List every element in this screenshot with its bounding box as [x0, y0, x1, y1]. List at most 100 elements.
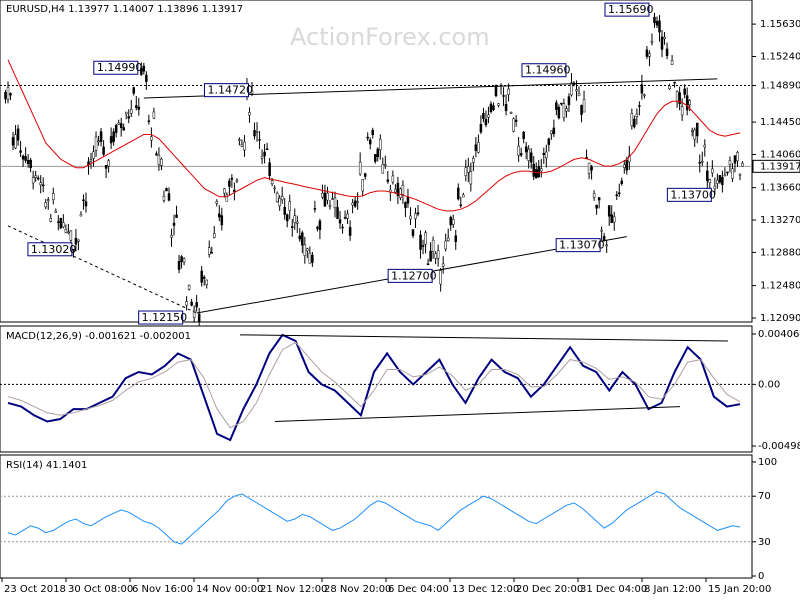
price-y-tick-label: 1.15240 — [760, 51, 800, 62]
candle-body — [124, 111, 128, 115]
price-y-tick-label: 1.14890 — [760, 81, 800, 92]
candle-body — [610, 214, 613, 224]
candle-body — [57, 221, 60, 223]
candle-body — [77, 239, 80, 242]
candle-body — [524, 146, 528, 153]
candle-body — [333, 197, 337, 209]
candle-body — [235, 179, 239, 182]
candle-body — [406, 196, 410, 204]
candle-body — [379, 138, 382, 151]
candle-body — [67, 231, 70, 234]
candle-body — [660, 36, 664, 50]
candle-body — [64, 229, 68, 233]
candle-body — [311, 254, 314, 263]
candle-body — [459, 204, 463, 207]
candle-body — [228, 180, 231, 187]
candle-body — [635, 113, 639, 117]
candle-body — [678, 92, 681, 105]
annotation-label: 1.13700 — [670, 188, 716, 201]
candle-body — [638, 105, 641, 107]
candle-body — [648, 53, 651, 57]
candle-body — [439, 270, 442, 285]
candle-body — [615, 194, 618, 197]
candle-body — [92, 151, 95, 159]
price-y-tick-label: 1.12090 — [760, 313, 800, 324]
candle-body — [351, 202, 354, 206]
candle-body — [172, 222, 176, 226]
candle-body — [112, 131, 115, 142]
annotation-box — [27, 242, 73, 257]
candle-body — [469, 171, 473, 185]
candle-body — [474, 144, 478, 151]
candle-body — [180, 256, 183, 263]
candle-body — [210, 252, 214, 254]
candle-body — [89, 159, 93, 162]
rsi-panel-frame — [0, 454, 753, 579]
candle-body — [522, 131, 525, 139]
candle-body — [693, 129, 696, 140]
candle-body — [31, 177, 35, 184]
rsi-title: RSI(14) 41.1401 — [6, 460, 87, 471]
candle-body — [620, 180, 624, 184]
candle-body — [285, 214, 289, 222]
candle-body — [69, 230, 73, 241]
candle-body — [482, 113, 485, 119]
candle-body — [62, 222, 65, 228]
candle-body — [713, 185, 717, 190]
annotation-box — [521, 63, 567, 78]
candle-body — [368, 139, 372, 145]
candle-body — [293, 215, 297, 224]
candle-body — [698, 161, 702, 164]
candle-body — [414, 213, 417, 219]
price-title: EURUSD,H4 1.13977 1.14007 1.13896 1.1391… — [6, 4, 243, 15]
candle-body — [570, 82, 573, 96]
candle-body — [680, 106, 684, 116]
candle-body — [731, 168, 734, 179]
candle-body — [9, 93, 12, 96]
candle-body — [162, 196, 166, 201]
candle-body — [54, 210, 58, 213]
price-y-tick-label: 1.15630 — [760, 19, 800, 30]
candle-body — [140, 67, 143, 75]
candle-body — [509, 112, 513, 114]
candle-body — [142, 65, 146, 72]
macd-trendline — [239, 334, 729, 342]
candle-body — [165, 188, 168, 192]
candle-body — [540, 168, 543, 172]
price-y-tick-label: 1.13270 — [760, 215, 800, 226]
candle-body — [721, 176, 724, 185]
rsi-y-tick-label: 100 — [758, 457, 777, 468]
candle-body — [79, 214, 83, 217]
candle-body — [394, 189, 397, 193]
x-tick-label: 6 Nov 16:00 — [132, 584, 193, 595]
candle-body — [560, 102, 563, 105]
candle-body — [341, 226, 344, 229]
candle-body — [587, 162, 591, 174]
candle-body — [374, 154, 377, 162]
candle-body — [36, 177, 40, 180]
annotation-label: 1.15690 — [608, 3, 654, 16]
annotation-label: 1.14960 — [525, 64, 571, 77]
candle-body — [449, 216, 452, 226]
watermark: ActionForex.com — [290, 23, 490, 51]
candle-body — [655, 21, 659, 26]
candle-body — [404, 202, 407, 209]
candle-body — [280, 196, 284, 201]
candle-body — [643, 94, 646, 97]
candle-body — [673, 81, 676, 84]
macd-signal-line — [7, 341, 741, 429]
candle-body — [494, 85, 498, 96]
candle-body — [99, 131, 103, 142]
candle-body — [175, 214, 178, 218]
candle-body — [733, 155, 737, 164]
candle-body — [446, 237, 450, 242]
x-tick-label: 6 Dec 04:00 — [388, 584, 449, 595]
candle-body — [658, 20, 661, 33]
candle-body — [529, 152, 533, 163]
candle-body — [484, 119, 488, 126]
candle-body — [575, 89, 578, 92]
candle-body — [150, 136, 153, 141]
price-y-tick-label: 1.13917 — [760, 161, 800, 172]
